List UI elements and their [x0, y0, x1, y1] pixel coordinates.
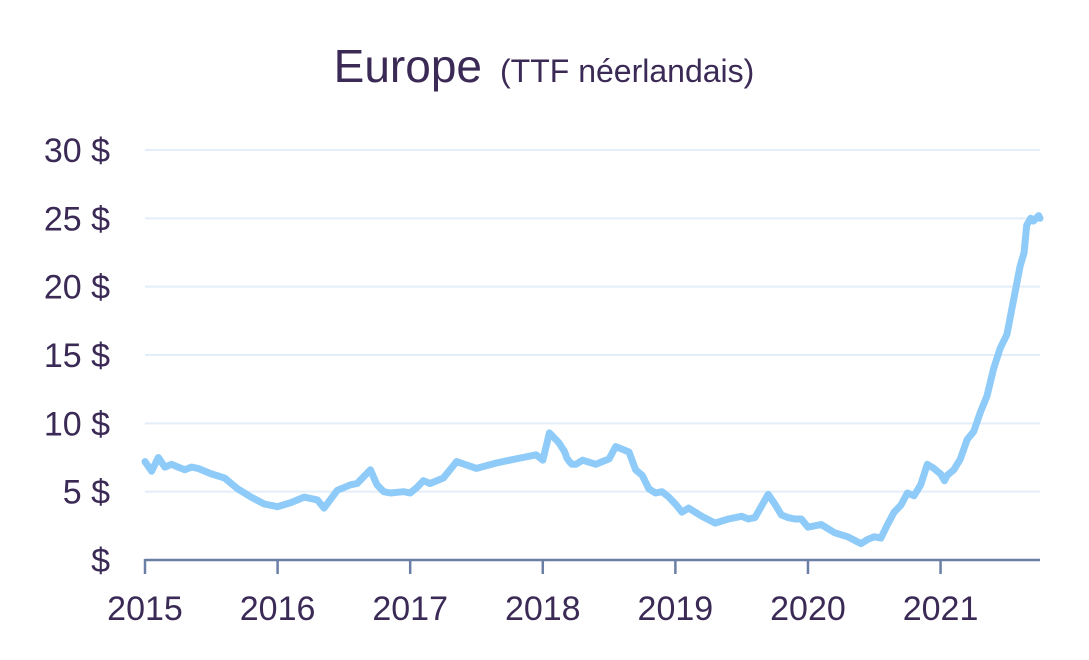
- x-tick-label-2021: 2021: [903, 590, 979, 628]
- chart-title-main: Europe: [334, 40, 482, 92]
- x-tick-label-2016: 2016: [240, 590, 316, 628]
- y-tick-label-0: $: [91, 542, 110, 580]
- grid-lines: [145, 149, 1040, 493]
- y-tick-label-5: 5 $: [63, 474, 110, 512]
- x-tick-label-2019: 2019: [638, 590, 714, 628]
- series-layer: [141, 212, 1044, 548]
- y-tick-label-10: 10 $: [44, 405, 110, 443]
- y-tick-label-15: 15 $: [44, 337, 110, 375]
- x-axis-ticks: 2015 2016 2017 2018 2019 2020 2021: [107, 559, 978, 628]
- y-axis-ticks: $5 $ 10 $ 15 $ 20 $ 25 $ 30 $: [44, 132, 110, 580]
- x-tick-label-2018: 2018: [505, 590, 581, 628]
- series-line-0: [141, 212, 1044, 548]
- x-tick-label-2015: 2015: [107, 590, 183, 628]
- chart-title: Europe (TTF néerlandais): [334, 40, 755, 92]
- x-tick-label-2017: 2017: [372, 590, 448, 628]
- y-tick-label-25: 25 $: [44, 200, 110, 238]
- y-tick-label-20: 20 $: [44, 269, 110, 307]
- x-tick-label-2020: 2020: [770, 590, 846, 628]
- chart-subtitle: (TTF néerlandais): [500, 53, 754, 89]
- y-tick-label-30: 30 $: [44, 132, 110, 170]
